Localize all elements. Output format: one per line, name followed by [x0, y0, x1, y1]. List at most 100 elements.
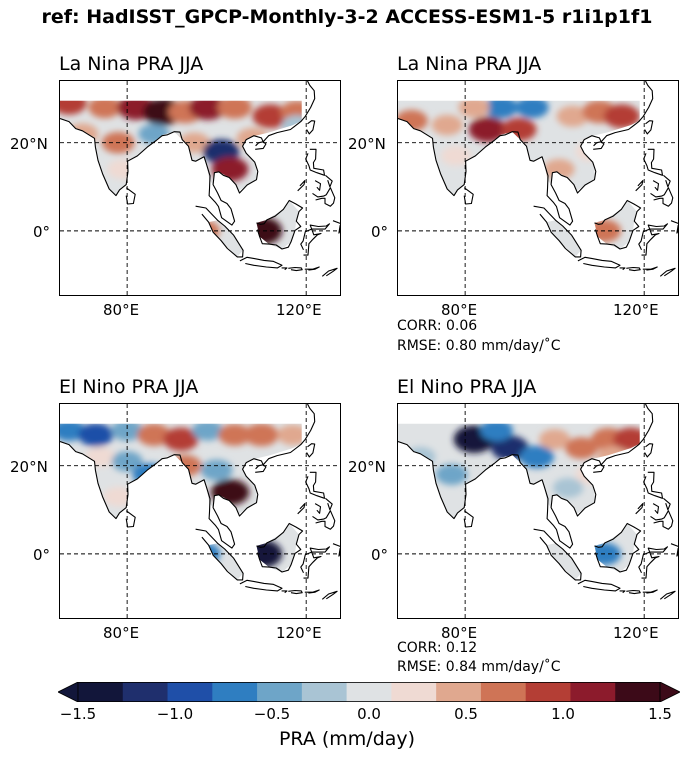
coastline	[642, 266, 658, 271]
colorbar-tick-label: −0.5	[253, 705, 291, 723]
colorbar	[57, 681, 681, 703]
coastline	[297, 503, 306, 515]
map-svg-2	[60, 404, 340, 618]
anomaly-blob	[519, 445, 554, 469]
coastline	[304, 589, 320, 594]
coastline	[670, 543, 678, 557]
xtick-120e: 120°E	[613, 301, 659, 319]
anomaly-blob	[458, 100, 490, 118]
coastline	[643, 148, 664, 176]
coastline	[594, 522, 642, 573]
coastline	[626, 266, 641, 272]
coastline	[644, 443, 654, 458]
anomaly-blob	[60, 423, 86, 442]
coastlines	[398, 404, 678, 600]
anomaly-blob	[103, 487, 133, 507]
anomaly-blob	[107, 159, 138, 180]
coastline	[239, 256, 283, 269]
anomaly-blob	[188, 100, 227, 120]
anomaly-blob	[236, 127, 269, 149]
anomaly-blob	[132, 463, 167, 486]
coastline	[304, 266, 320, 271]
colorbar-segment	[257, 682, 303, 702]
coastline	[256, 522, 304, 573]
gridlines	[398, 81, 678, 295]
colorbar-tick-label: 1.5	[648, 705, 672, 723]
anomaly-blob	[491, 435, 529, 461]
anomaly-blob	[66, 123, 99, 145]
coastline	[314, 180, 322, 191]
coastline	[398, 404, 654, 549]
anomaly-blob	[543, 159, 575, 180]
xtick-80e: 80°E	[441, 624, 478, 642]
coastline	[321, 590, 338, 600]
anomaly-blob	[137, 423, 171, 446]
colorbar-segment	[480, 682, 527, 702]
panel-title-la-nina-model: La Nina PRA JJA	[397, 53, 542, 75]
coastline	[643, 471, 664, 499]
anomaly-blob	[575, 141, 606, 162]
anomaly-blob	[217, 100, 252, 119]
coastline	[663, 497, 671, 511]
colorbar-label: PRA (mm/day)	[278, 728, 416, 750]
coastline	[281, 590, 288, 594]
colorbar-segment	[525, 682, 571, 702]
ytick-20n: 20°N	[348, 458, 386, 476]
coastline	[239, 579, 283, 592]
coastline	[663, 174, 671, 188]
anomaly-blob	[85, 447, 116, 467]
ytick-0: 0°	[33, 546, 51, 564]
coastline	[652, 503, 660, 514]
precip-field	[60, 100, 302, 257]
anomaly-blob	[468, 116, 507, 143]
coastline	[652, 180, 660, 191]
colorbar-max-extend	[659, 681, 681, 703]
coastline	[642, 589, 658, 594]
precip-field	[398, 100, 640, 257]
coastline	[195, 528, 244, 581]
colorbar-segment	[436, 682, 482, 702]
coastline	[325, 497, 333, 511]
coastline	[650, 510, 674, 530]
anomaly-blob	[565, 437, 598, 459]
precip-field	[398, 423, 640, 580]
anomaly-blob	[484, 100, 518, 119]
colorbar-segment	[212, 682, 258, 702]
coastline	[577, 579, 621, 592]
map-svg-3	[398, 404, 678, 618]
coastline	[332, 220, 340, 234]
coastline	[619, 590, 626, 594]
colorbar-segment	[78, 682, 124, 702]
ytick-0: 0°	[371, 223, 389, 241]
xtick-120e: 120°E	[276, 301, 322, 319]
coastline	[670, 220, 678, 234]
anomaly-blob	[431, 114, 463, 136]
colorbar-min-extend	[57, 681, 79, 703]
anomaly-blob	[556, 105, 589, 127]
coastline	[332, 543, 340, 557]
colorbar-segment	[122, 682, 169, 702]
coastline	[314, 503, 322, 514]
coastline	[305, 471, 326, 499]
map-svg-1	[398, 81, 678, 295]
figure-title: ref: HadISST_GPCP-Monthly-3-2 ACCESS-ESM…	[41, 6, 653, 28]
coastline	[644, 120, 654, 135]
colorbar-segment	[167, 682, 213, 702]
anomaly-blob	[138, 123, 170, 145]
coastline	[638, 546, 669, 579]
coastline	[594, 199, 642, 250]
anomaly-blob	[501, 117, 537, 142]
xtick-80e: 80°E	[103, 301, 140, 319]
rmse-el-nino: RMSE: 0.84 mm/day/˚C	[397, 659, 561, 675]
colorbar-segment	[570, 682, 616, 702]
coastline	[256, 199, 304, 250]
ytick-0: 0°	[33, 223, 51, 241]
colorbar-segment	[301, 682, 348, 702]
anomaly-blob	[405, 447, 436, 467]
gridlines	[60, 404, 340, 618]
ytick-20n: 20°N	[10, 458, 48, 476]
anomaly-blob	[200, 459, 233, 481]
ytick-0: 0°	[371, 546, 389, 564]
coastline	[325, 174, 333, 188]
ytick-20n: 20°N	[10, 135, 48, 153]
